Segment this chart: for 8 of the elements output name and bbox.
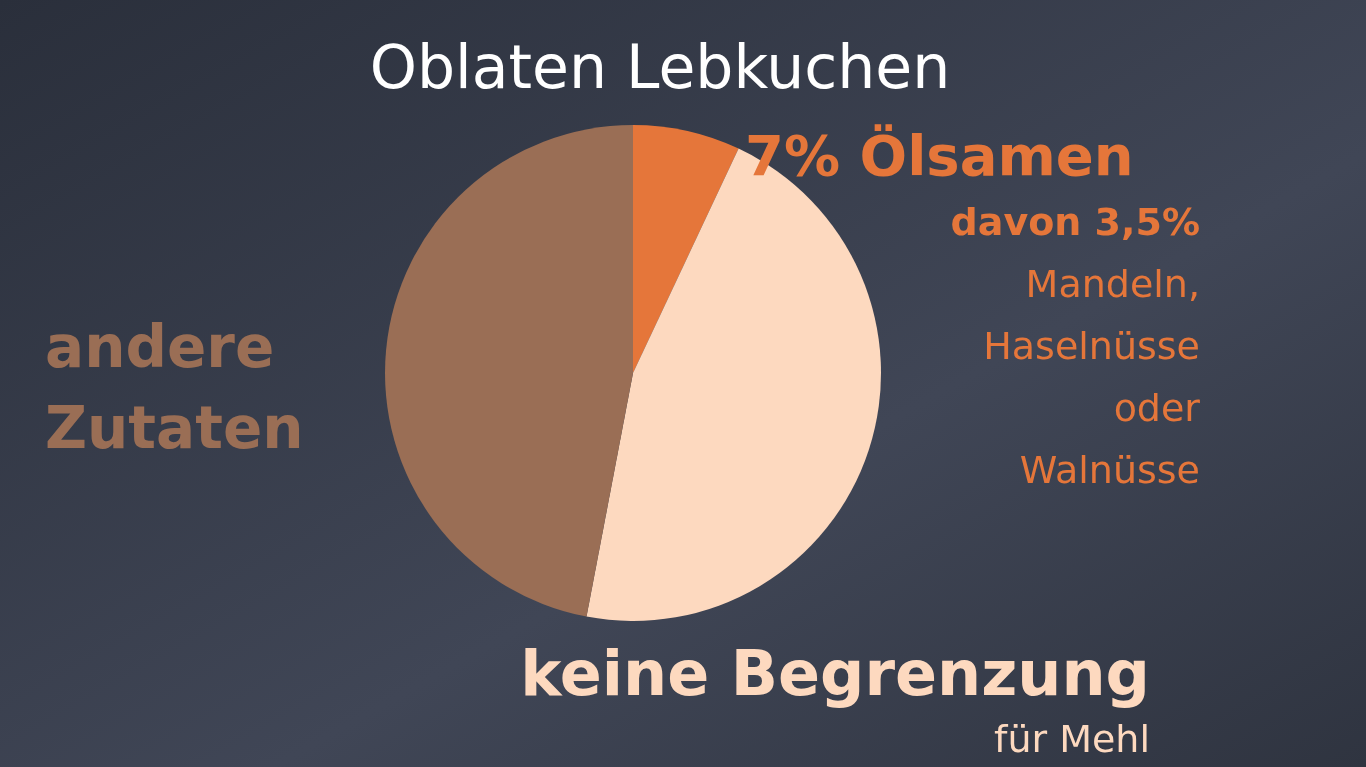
text: davon 3,5% Mandeln, Haselnüsse oder Walnüsse <box>950 200 1201 492</box>
slice-label: andere Zutaten <box>45 313 304 463</box>
pie-slice <box>385 125 633 617</box>
slice-label: 7% Ölsamen <box>745 123 1134 188</box>
pie-slice <box>633 125 739 373</box>
slice-label: keine Begrenzung <box>520 637 1150 710</box>
text: für Mehl <box>994 717 1150 761</box>
chart-title: Oblaten Lebkuchen <box>369 32 951 102</box>
